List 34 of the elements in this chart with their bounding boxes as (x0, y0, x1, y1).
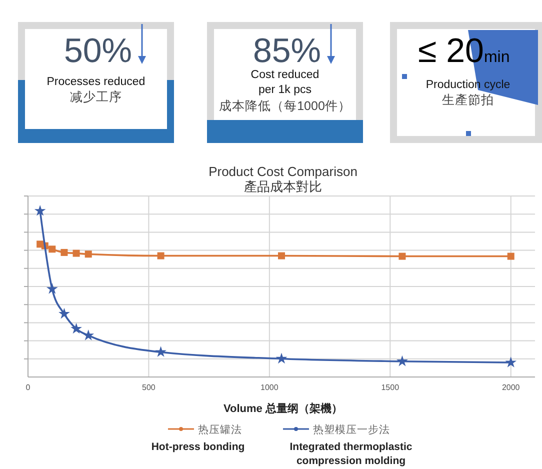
text: Processes reduced (46, 76, 146, 88)
point (34, 204, 46, 216)
point (155, 346, 166, 357)
point (507, 252, 514, 260)
text: 成本降低（每1000件） (219, 99, 351, 113)
point (82, 330, 94, 340)
legend-label: 热压罐法 Hot-press bonding (151, 423, 245, 453)
point (60, 248, 68, 256)
point (396, 355, 408, 366)
chart-title: Product Cost Comparison 產品成本對比 (208, 164, 358, 194)
x-axis-title: Volume 总量纲（架機） (224, 402, 342, 415)
legend-label: 热塑模压一步法 Integrated thermoplastic compression molding (290, 423, 412, 467)
x-tick-label: 1000 (260, 383, 279, 392)
point (48, 246, 56, 253)
x-tick-label: 0 (26, 383, 31, 392)
x-tick-label: 1500 (381, 383, 400, 392)
text: min (484, 49, 510, 66)
text: 50% (64, 32, 132, 70)
point (70, 322, 82, 334)
text: 85% (252, 32, 322, 70)
text: 生產節拍 (442, 93, 494, 107)
point (72, 250, 80, 257)
text: Cost reduced per 1k pcs (250, 69, 320, 96)
text: 减少工序 (70, 89, 122, 104)
point (46, 283, 58, 294)
point (58, 308, 70, 319)
point (84, 250, 92, 258)
point (505, 356, 517, 368)
point (398, 252, 406, 260)
x-tick-label: 2000 (502, 383, 520, 392)
point (276, 352, 288, 364)
point (278, 252, 285, 260)
point (157, 252, 164, 260)
x-tick-label: 500 (142, 383, 156, 392)
